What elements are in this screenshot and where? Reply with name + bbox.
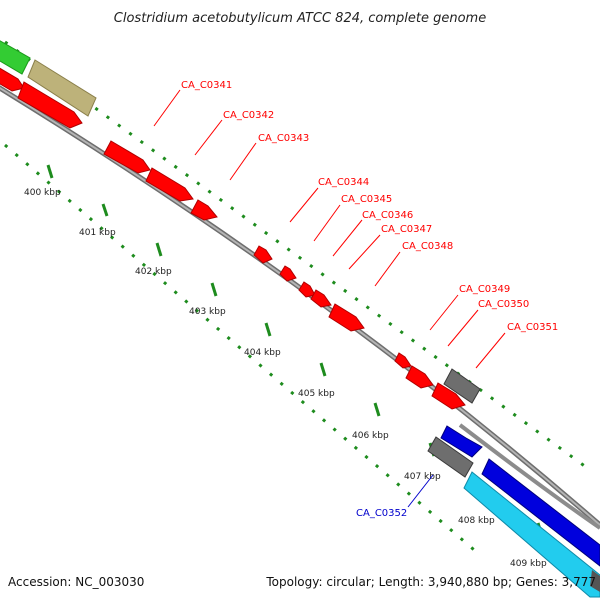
blue-genes	[440, 425, 600, 567]
gene-label: CA_C0343	[258, 133, 309, 144]
label-leader-line-blue	[407, 474, 434, 508]
gene-feature-red	[145, 167, 194, 202]
tick-label: 409 kbp	[510, 559, 547, 569]
gene-labels: CA_C0341 CA_C0342 CA_C0343 CA_C0344 CA_C…	[181, 80, 558, 519]
tick-label: 408 kbp	[458, 516, 495, 526]
label-leader-lines	[153, 89, 506, 369]
gene-feature-red	[279, 265, 297, 282]
gene-label: CA_C0351	[507, 322, 558, 333]
tick-label: 402 kbp	[135, 267, 172, 277]
accession-text: Accession: NC_003030	[8, 575, 144, 589]
tick-label: 404 kbp	[244, 348, 281, 358]
gene-label: CA_C0344	[318, 177, 369, 188]
gene-feature-gray	[590, 570, 600, 592]
tick-label: 405 kbp	[298, 389, 335, 399]
gene-feature-red	[394, 352, 412, 369]
gene-feature-blue	[440, 425, 483, 458]
gene-label: CA_C0345	[341, 194, 392, 205]
tick-label: 403 kbp	[189, 307, 226, 317]
gene-feature-red	[103, 140, 151, 174]
tick-label: 407 kbp	[404, 472, 441, 482]
gene-label: CA_C0347	[381, 224, 432, 235]
genome-summary-text: Topology: circular; Length: 3,940,880 bp…	[265, 575, 596, 589]
gene-feature-red	[17, 81, 83, 129]
gene-label: CA_C0346	[362, 210, 413, 221]
tick-label: 400 kbp	[24, 188, 61, 198]
red-genes	[0, 67, 466, 410]
gene-label: CA_C0341	[181, 80, 232, 91]
gene-feature-red	[298, 281, 316, 298]
gene-label: CA_C0342	[223, 110, 274, 121]
gene-feature-blue	[481, 458, 600, 567]
genome-backbone-right	[458, 423, 600, 530]
gene-feature-red	[328, 303, 365, 332]
gene-label: CA_C0348	[402, 241, 453, 252]
gene-feature-cyan	[463, 471, 600, 598]
gene-label: CA_C0350	[478, 299, 529, 310]
gene-feature-red	[190, 199, 218, 221]
gene-label: CA_C0352	[356, 508, 407, 519]
gene-feature-red	[0, 67, 25, 92]
gene-feature-olive	[27, 59, 97, 117]
outer-dotted-arc	[4, 40, 591, 472]
inner-dotted-arc	[4, 143, 481, 557]
tick-labels: 400 kbp 401 kbp 402 kbp 403 kbp 404 kbp …	[24, 188, 547, 569]
map-title: Clostridium acetobutylicum ATCC 824, com…	[114, 11, 486, 26]
tick-label: 406 kbp	[352, 431, 389, 441]
gene-label: CA_C0349	[459, 284, 510, 295]
gene-feature-red	[310, 289, 332, 308]
gene-feature-green	[0, 40, 31, 75]
tick-label: 401 kbp	[79, 228, 116, 238]
gene-feature-gray	[427, 436, 474, 478]
gene-feature-red	[431, 382, 466, 410]
gene-feature-red	[253, 245, 273, 264]
gene-feature-gray	[443, 368, 481, 404]
gene-feature-red	[405, 365, 434, 389]
